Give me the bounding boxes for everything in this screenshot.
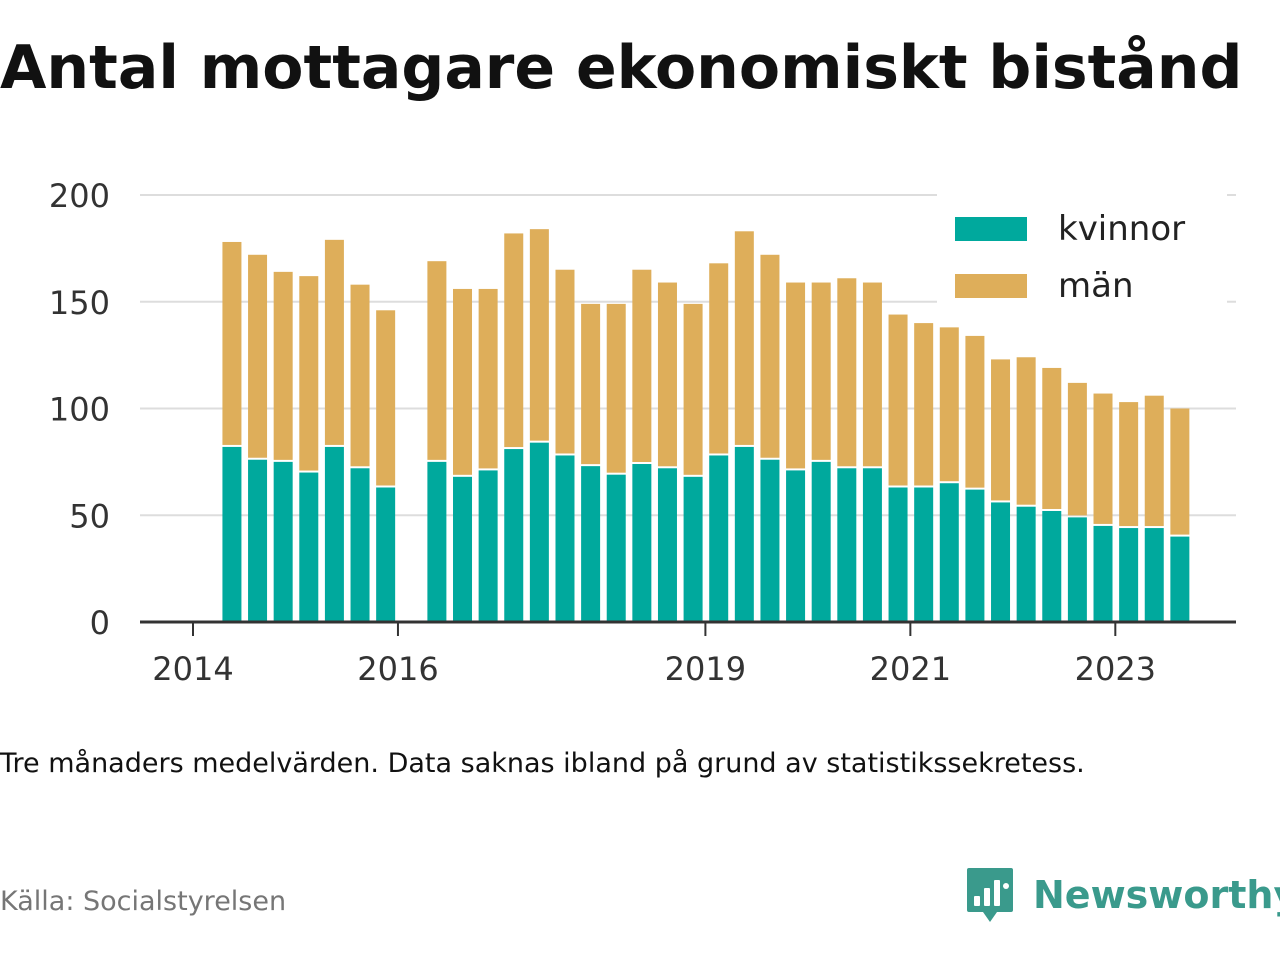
y-tick-label: 100 bbox=[49, 391, 110, 429]
bar-man bbox=[1042, 367, 1062, 509]
y-tick-label: 150 bbox=[49, 284, 110, 322]
bar-man bbox=[504, 233, 524, 448]
bar-kvinnor bbox=[529, 442, 549, 622]
bar-man bbox=[606, 303, 626, 473]
bar-kvinnor bbox=[555, 455, 575, 622]
bar-man bbox=[427, 261, 447, 460]
bar-kvinnor bbox=[888, 487, 908, 622]
bar-kvinnor bbox=[273, 461, 293, 622]
source-credit: Källa: Socialstyrelsen bbox=[0, 886, 287, 917]
chart: 0 50 100 150 200 2014 2016 2019 2021 2023 kvinno… bbox=[49, 177, 1236, 688]
bars bbox=[222, 229, 1190, 622]
newsworthy-icon bbox=[967, 868, 1013, 922]
legend-swatch-man bbox=[955, 274, 1027, 298]
legend-label-man: män bbox=[1058, 266, 1134, 306]
bar-kvinnor bbox=[1093, 525, 1113, 622]
bar-kvinnor bbox=[1170, 536, 1190, 622]
bar-man bbox=[657, 282, 677, 467]
bar-kvinnor bbox=[683, 476, 703, 622]
bar-man bbox=[478, 288, 498, 469]
bar-kvinnor bbox=[606, 474, 626, 622]
bar-kvinnor bbox=[1042, 510, 1062, 622]
bar-man bbox=[555, 269, 575, 454]
bar-man bbox=[248, 254, 268, 458]
bar-kvinnor bbox=[760, 459, 780, 622]
bar-kvinnor bbox=[453, 476, 473, 622]
bar-kvinnor bbox=[1016, 506, 1036, 622]
bar-man bbox=[581, 303, 601, 465]
bar-kvinnor bbox=[914, 487, 934, 622]
bar-kvinnor bbox=[837, 468, 857, 622]
bar-kvinnor bbox=[965, 489, 985, 622]
x-tick-label: 2019 bbox=[665, 650, 746, 688]
bar-kvinnor bbox=[427, 461, 447, 622]
bar-kvinnor bbox=[709, 455, 729, 622]
y-tick-label: 200 bbox=[49, 177, 110, 215]
bar-kvinnor bbox=[632, 464, 652, 622]
x-tick-label: 2014 bbox=[152, 650, 233, 688]
bar-man bbox=[632, 269, 652, 463]
y-tick-label: 0 bbox=[90, 604, 110, 642]
bar-man bbox=[709, 263, 729, 454]
bar-kvinnor bbox=[1119, 528, 1139, 622]
bar-man bbox=[862, 282, 882, 467]
bar-man bbox=[1144, 395, 1164, 527]
bar-man bbox=[1170, 408, 1190, 535]
bar-man bbox=[453, 288, 473, 475]
bar-man bbox=[376, 310, 396, 486]
bar-man bbox=[1016, 357, 1036, 505]
brand-name: Newsworthy bbox=[1033, 873, 1280, 917]
bar-man bbox=[965, 335, 985, 488]
bar-man bbox=[811, 282, 831, 460]
bar-kvinnor bbox=[248, 459, 268, 622]
bar-man bbox=[888, 314, 908, 486]
bar-kvinnor bbox=[350, 468, 370, 622]
chart-title: Antal mottagare ekonomiskt bistånd bbox=[0, 33, 1243, 103]
bar-man bbox=[837, 278, 857, 467]
bar-kvinnor bbox=[222, 446, 242, 622]
bar-man bbox=[683, 303, 703, 475]
legend: kvinnor män bbox=[937, 192, 1227, 307]
bar-man bbox=[222, 241, 242, 445]
bar-man bbox=[350, 284, 370, 467]
axes: 2014 2016 2019 2021 2023 bbox=[140, 620, 1236, 688]
bar-kvinnor bbox=[299, 472, 319, 622]
bar-kvinnor bbox=[991, 502, 1011, 622]
bar-man bbox=[1067, 382, 1087, 516]
bar-man bbox=[914, 323, 934, 486]
bar-kvinnor bbox=[1144, 528, 1164, 622]
bar-kvinnor bbox=[734, 446, 754, 622]
bar-kvinnor bbox=[376, 487, 396, 622]
bar-kvinnor bbox=[862, 468, 882, 622]
bar-man bbox=[529, 229, 549, 441]
x-tick-label: 2021 bbox=[870, 650, 951, 688]
bar-man bbox=[1093, 393, 1113, 524]
brand-logo[interactable]: Newsworthy bbox=[965, 866, 1280, 924]
bar-kvinnor bbox=[786, 470, 806, 622]
bar-kvinnor bbox=[939, 483, 959, 622]
bar-man bbox=[1119, 402, 1139, 527]
x-tick-label: 2016 bbox=[357, 650, 438, 688]
legend-swatch-kvinnor bbox=[955, 217, 1027, 241]
bar-man bbox=[939, 327, 959, 482]
bar-man bbox=[299, 276, 319, 471]
bar-man bbox=[760, 254, 780, 458]
legend-label-kvinnor: kvinnor bbox=[1058, 209, 1185, 249]
y-tick-label: 50 bbox=[69, 497, 110, 535]
bar-man bbox=[786, 282, 806, 469]
chart-note: Tre månaders medelvärden. Data saknas ib… bbox=[0, 748, 1085, 779]
bar-kvinnor bbox=[1067, 517, 1087, 622]
bar-kvinnor bbox=[324, 446, 344, 622]
bar-kvinnor bbox=[581, 466, 601, 622]
bar-kvinnor bbox=[504, 449, 524, 622]
bar-kvinnor bbox=[657, 468, 677, 622]
bar-kvinnor bbox=[811, 461, 831, 622]
x-tick-label: 2023 bbox=[1075, 650, 1156, 688]
bar-man bbox=[991, 359, 1011, 501]
bar-man bbox=[273, 271, 293, 460]
bar-kvinnor bbox=[478, 470, 498, 622]
bar-man bbox=[734, 231, 754, 445]
bar-man bbox=[324, 239, 344, 445]
